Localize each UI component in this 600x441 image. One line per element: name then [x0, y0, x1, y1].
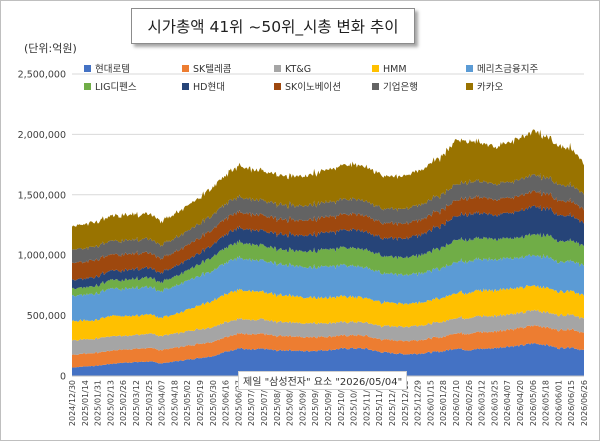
x-tick-label: 2026/03/12 [478, 380, 487, 426]
legend-label: SK텔레콤 [193, 63, 232, 75]
x-tick-label: 2025/03/25 [145, 380, 154, 426]
x-tick-label: 2025/05/02 [183, 380, 192, 426]
legend-swatch [182, 83, 189, 90]
x-tick-label: 2026/05/06 [529, 380, 538, 426]
legend-swatch [274, 65, 281, 72]
x-tick-label: 2026/04/07 [503, 380, 512, 426]
legend-swatch [466, 65, 473, 72]
legend-label: KT&G [285, 64, 311, 75]
x-tick-label: 2025/06/27 [234, 380, 243, 426]
y-tick-label: 2,500,000 [18, 70, 66, 81]
x-tick-label: 2026/06/01 [554, 380, 563, 426]
x-tick-label: 2025/01/31 [94, 380, 103, 426]
legend-swatch [84, 65, 91, 72]
x-tick-label: 2025/05/19 [196, 380, 205, 426]
area-카카오 [72, 129, 584, 250]
legend-label: 메리츠금융지주 [477, 64, 538, 75]
x-tick-label: 2025/07/10 [247, 380, 256, 426]
legend-label: LIG디펜스 [95, 82, 137, 93]
x-tick-label: 2025/02/13 [106, 380, 115, 426]
legend-swatch [466, 83, 473, 90]
x-axis: 2024/12/30 2025/01/14 2025/01/31 2025/02/13… [68, 375, 589, 426]
legend-label: SK이노베이션 [285, 82, 341, 93]
x-tick-label: 2026/01/28 [439, 380, 448, 426]
x-tick-label: 2025/08/05 [273, 380, 282, 426]
x-tick-label: 2026/05/18 [542, 380, 551, 426]
y-tick-label: 2,000,000 [18, 130, 66, 141]
x-tick-label: 2025/12/29 [414, 380, 423, 426]
x-tick-label: 2025/06/16 [222, 380, 231, 426]
area-SK이노베이션 [72, 189, 584, 281]
x-tick-label: 2025/04/18 [170, 380, 179, 426]
legend-swatch [84, 83, 91, 90]
legend-label: 기업은행 [383, 81, 418, 93]
x-tick-label: 2025/09/12 [311, 380, 320, 426]
x-tick-label: 2025/03/12 [132, 380, 141, 426]
x-tick-label: 2026/02/26 [465, 380, 474, 426]
x-tick-label: 2025/01/14 [81, 380, 90, 426]
x-tick-label: 2025/07/23 [260, 380, 269, 426]
legend-label: HD현대 [193, 82, 225, 93]
y-tick-label: 1,000,000 [18, 251, 66, 262]
x-tick-label: 2026/06/26 [580, 380, 589, 426]
area-HD현대 [72, 204, 584, 290]
x-tick-label: 2025/11/19 [375, 380, 384, 426]
area-HMM [72, 285, 584, 341]
x-tick-label: 2026/01/15 [426, 380, 435, 426]
x-tick-label: 2026/03/25 [490, 380, 499, 426]
x-tick-label: 2025/02/26 [119, 380, 128, 426]
area-SK텔레콤 [72, 325, 584, 368]
legend-label: 현대로템 [95, 63, 130, 75]
legend-swatch [274, 83, 281, 90]
area-메리츠금융지주 [72, 254, 584, 322]
legend-swatch [372, 65, 379, 72]
x-tick-label: 2024/12/30 [68, 380, 77, 426]
x-tick-label: 2025/11/06 [362, 380, 371, 426]
x-tick-label: 2025/10/24 [350, 380, 359, 426]
legend-label: HMM [383, 64, 407, 75]
legend-swatch [182, 65, 189, 72]
y-tick-label: 0 [60, 372, 66, 383]
x-tick-label: 2025/09/01 [298, 380, 307, 426]
chart-title: 시가총액 41위 ~50위_시총 변화 추이 [131, 8, 415, 44]
x-tick-label: 2025/04/07 [158, 380, 167, 426]
area-LIG디펜스 [72, 232, 584, 297]
unit-label: (단위:억원) [24, 42, 77, 55]
x-tick-label: 2026/06/15 [567, 380, 576, 426]
legend: 현대로템 SK텔레콤 KT&G HMM 메리츠금융지주 LIG디펜스 HD현대 SK이노베이션… [84, 63, 538, 93]
y-axis: 0 500,000 1,000,000 1,500,000 2,000,000 2,500… [18, 70, 66, 383]
x-tick-label: 2025/10/13 [337, 380, 346, 426]
x-tick-label: 2025/12/15 [401, 380, 410, 426]
area-현대로템 [72, 342, 584, 376]
x-tick-label: 2025/05/30 [209, 380, 218, 426]
y-tick-label: 1,500,000 [18, 190, 66, 201]
area-series [72, 129, 584, 376]
legend-label: 카카오 [477, 82, 503, 93]
x-tick-label: 2025/09/25 [324, 380, 333, 426]
x-tick-label: 2025/12/02 [388, 380, 397, 426]
area-KT&G [72, 309, 584, 356]
x-tick-label: 2025/08/19 [286, 380, 295, 426]
x-tick-label: 2026/04/20 [516, 380, 525, 426]
x-tick-label: 2026/02/10 [452, 380, 461, 426]
area-기업은행 [72, 173, 584, 264]
watermark-caption: 제일 "삼성전자" 요소 "2026/05/04" [238, 371, 408, 390]
legend-swatch [372, 83, 379, 90]
y-tick-label: 500,000 [27, 311, 66, 322]
